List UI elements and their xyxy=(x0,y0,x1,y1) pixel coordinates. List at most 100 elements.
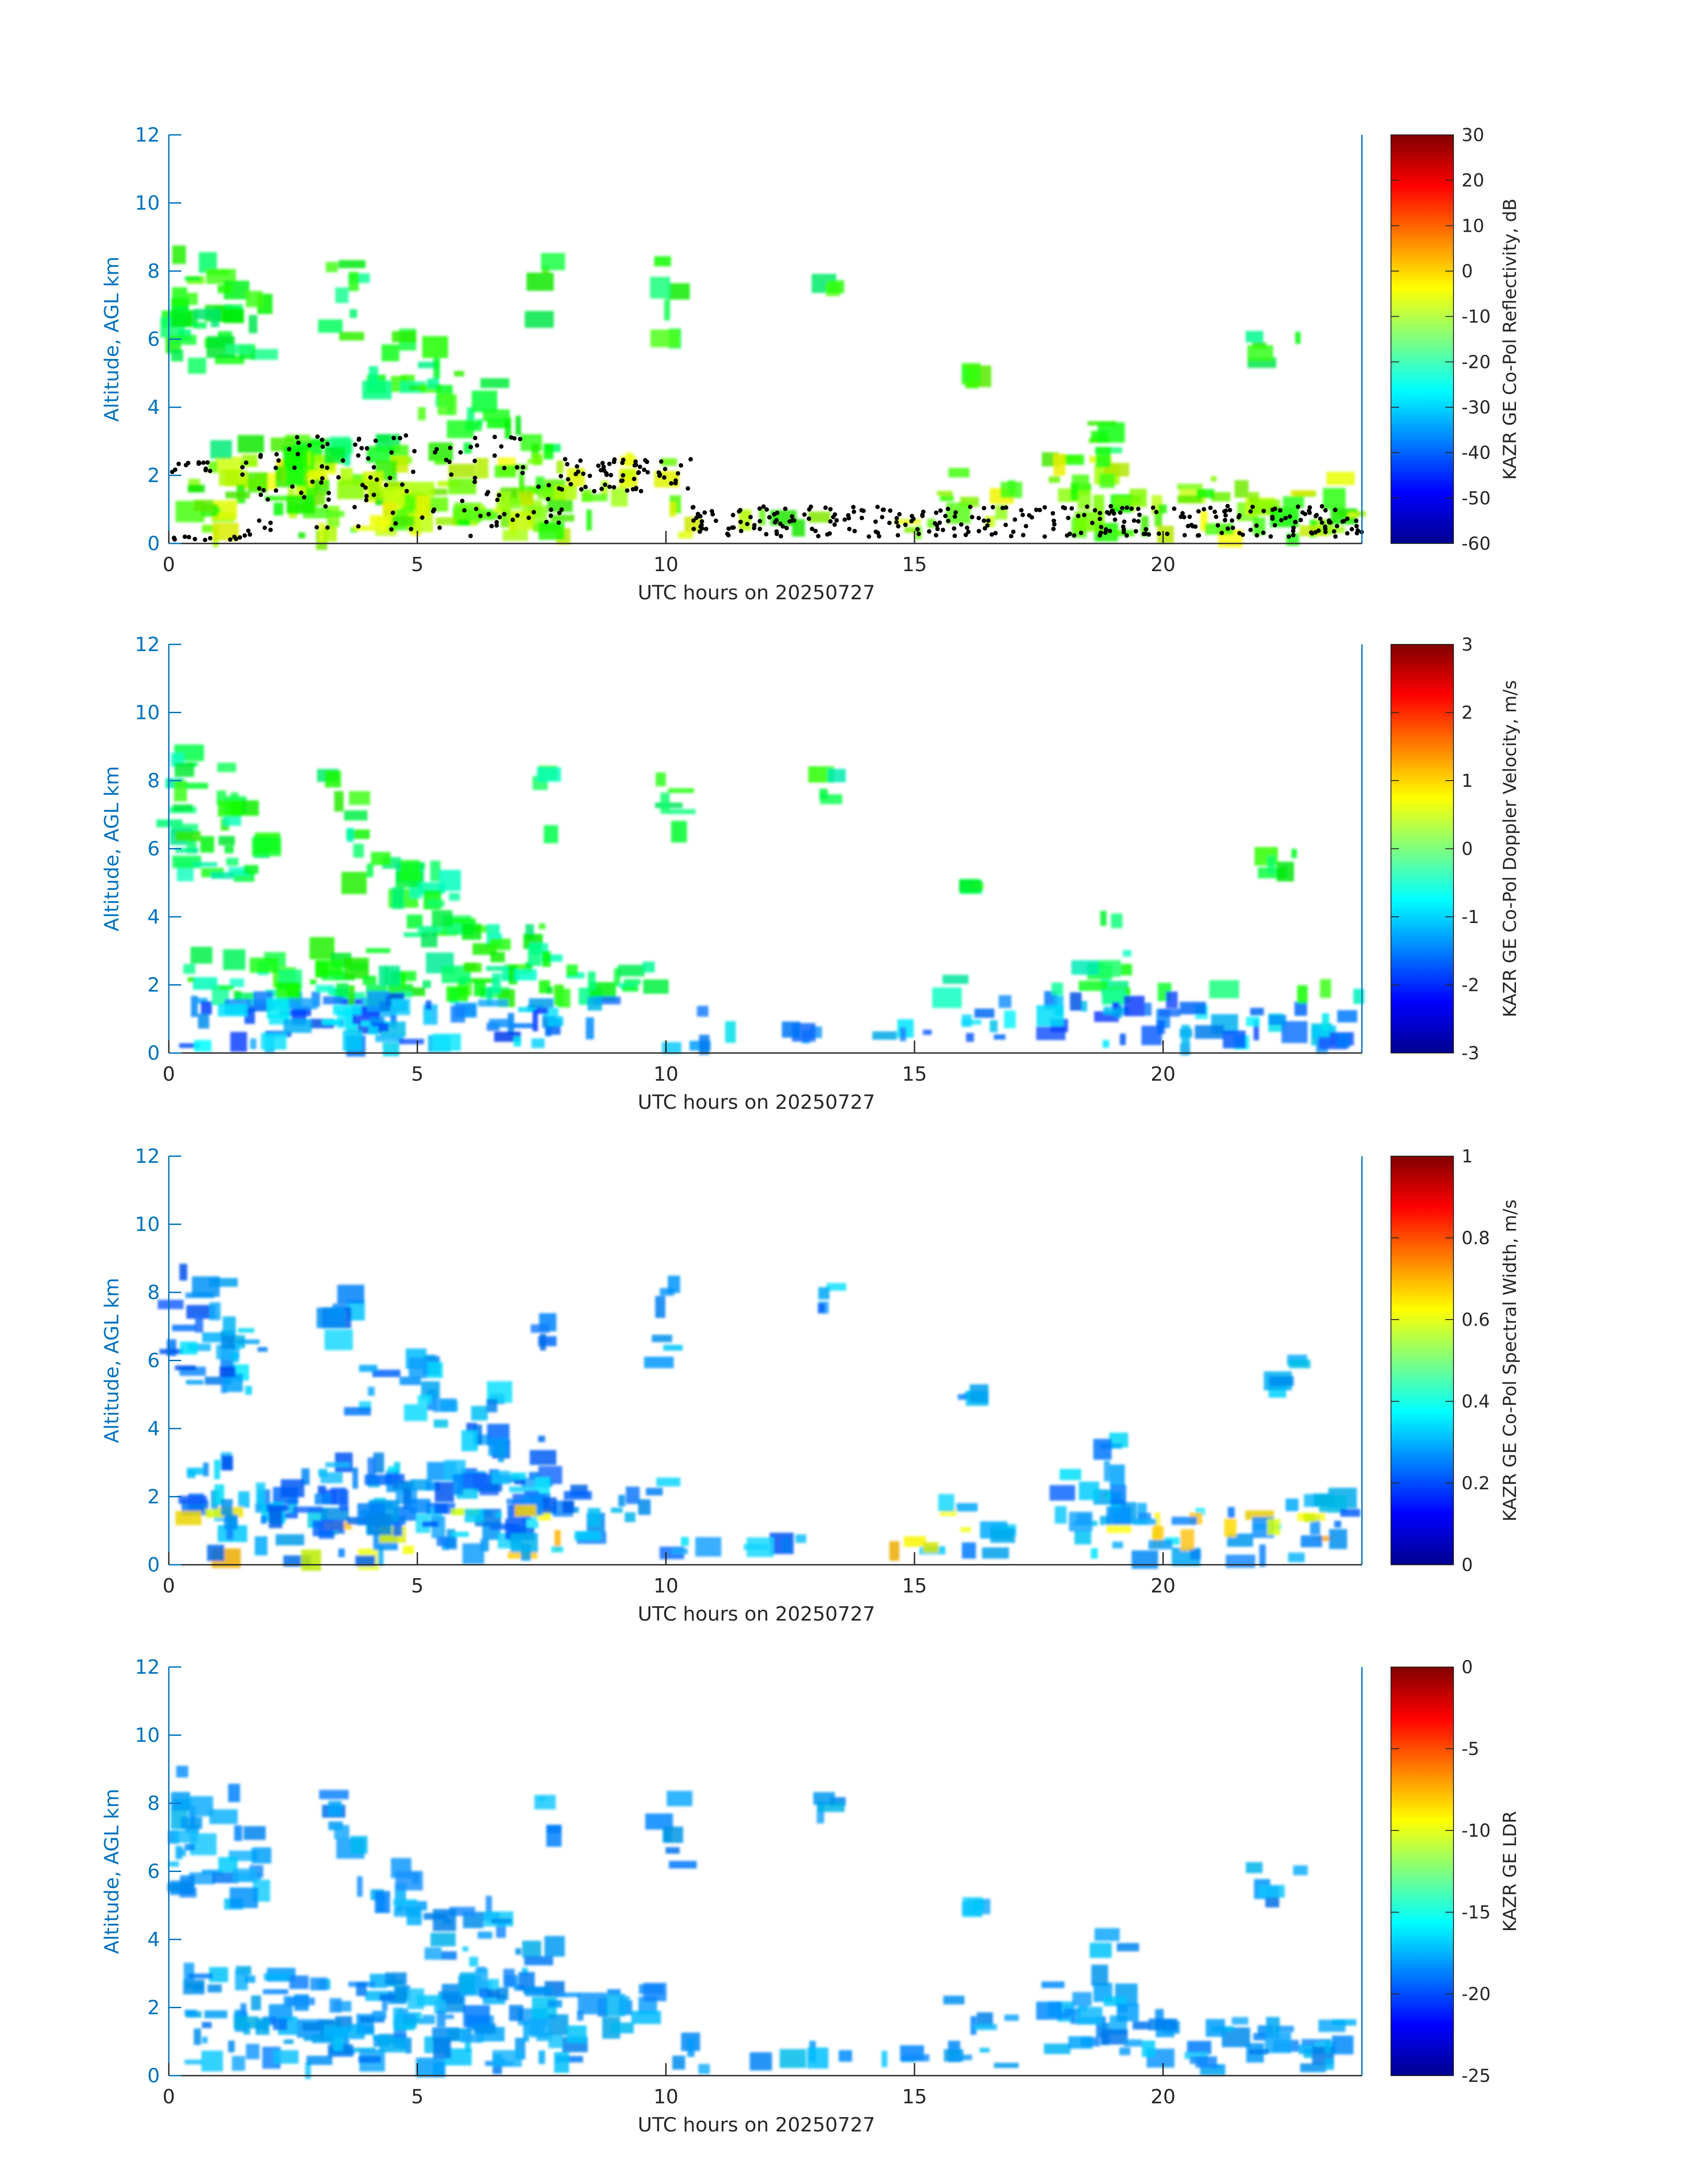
cloud-base-dot xyxy=(265,497,270,502)
colorbar-tick-label: -10 xyxy=(1462,307,1491,327)
heatmap-cell xyxy=(195,1313,204,1333)
heatmap-cell xyxy=(927,518,935,528)
colorbar-label: KAZR GE Co-Pol Reflectivity, dB xyxy=(1500,199,1520,480)
heatmap-cell xyxy=(1077,2007,1102,2025)
heatmap-cell xyxy=(367,1514,392,1535)
cloud-base-dot xyxy=(611,485,616,490)
heatmap-cell xyxy=(344,1407,371,1416)
heatmap-cell xyxy=(325,1462,350,1467)
heatmap-cell xyxy=(1110,1464,1125,1487)
heatmap-cell xyxy=(1300,1535,1323,1547)
heatmap-cell xyxy=(227,1517,237,1529)
heatmap-cell xyxy=(432,910,453,927)
heatmap-cell xyxy=(480,378,509,388)
heatmap-cell xyxy=(509,498,521,510)
y-tick-label: 10 xyxy=(135,192,160,215)
cloud-base-dot xyxy=(888,508,893,513)
heatmap-cell xyxy=(558,988,571,1008)
heatmap-cell xyxy=(1070,483,1079,501)
heatmap-cell xyxy=(1283,496,1304,508)
heatmap-cell xyxy=(368,1026,379,1035)
heatmap-cell xyxy=(973,2023,997,2031)
cloud-base-dot xyxy=(1020,513,1025,518)
heatmap-cell xyxy=(514,1504,537,1517)
cloud-base-dot xyxy=(802,512,807,517)
cloud-base-dot xyxy=(560,487,564,492)
heatmap-cell xyxy=(948,468,970,478)
cloud-base-dot xyxy=(966,529,971,534)
cloud-base-dot xyxy=(596,463,601,468)
heatmap-cell xyxy=(263,1989,288,1994)
heatmap-cell xyxy=(238,1491,250,1508)
cloud-base-dot xyxy=(816,534,821,539)
heatmap-cell xyxy=(695,1537,722,1557)
colorbar-tick-label: 0 xyxy=(1462,1555,1473,1575)
cloud-base-dot xyxy=(434,447,439,451)
cloud-base-dot xyxy=(1298,518,1303,522)
heatmap-cell xyxy=(451,1006,465,1023)
heatmap-cell xyxy=(238,1328,255,1333)
heatmap-cell xyxy=(454,371,464,377)
heatmap-cell xyxy=(323,526,337,542)
cloud-base-dot xyxy=(259,493,263,497)
heatmap-cell xyxy=(563,1501,575,1513)
heatmap-cell xyxy=(228,2040,235,2052)
cloud-base-dot xyxy=(1254,523,1259,528)
cloud-base-dot xyxy=(620,478,625,483)
cloud-base-dot xyxy=(404,433,409,438)
y-tick-label: 2 xyxy=(147,974,160,997)
heatmap-cell xyxy=(946,502,971,524)
cloud-base-dot xyxy=(748,514,753,519)
heatmap-cell xyxy=(447,918,476,924)
heatmap-cell xyxy=(422,336,448,358)
cloud-base-dot xyxy=(307,443,312,448)
heatmap-cell xyxy=(510,1023,533,1028)
x-tick-label: 10 xyxy=(653,553,678,576)
cloud-base-dot xyxy=(352,505,357,510)
heatmap-cell xyxy=(433,358,440,379)
heatmap-cell xyxy=(355,1555,376,1567)
y-tick-label: 12 xyxy=(135,1656,160,1679)
heatmap-cell xyxy=(207,1984,222,1993)
heatmap-cell xyxy=(204,2010,228,2018)
cloud-base-dot xyxy=(273,465,278,470)
cloud-base-dot xyxy=(238,535,242,540)
cloud-base-dot xyxy=(1354,524,1359,529)
heatmap-cell xyxy=(1132,2021,1150,2030)
heatmap-cell xyxy=(174,762,194,777)
cloud-base-dot xyxy=(173,467,178,472)
cloud-base-dot xyxy=(581,471,586,476)
heatmap-cell xyxy=(1253,2033,1266,2041)
heatmap-cell xyxy=(1148,2018,1178,2031)
cloud-base-dot xyxy=(336,475,341,480)
heatmap-cell xyxy=(527,944,542,966)
heatmap-cell xyxy=(245,1386,252,1395)
cloud-base-dot xyxy=(970,515,975,520)
heatmap-cell xyxy=(473,2023,496,2034)
cloud-base-dot xyxy=(568,482,573,487)
heatmap-cell xyxy=(234,1825,242,1841)
heatmap-cell xyxy=(367,446,394,463)
heatmap-cell xyxy=(261,1033,287,1050)
cloud-base-dot xyxy=(404,489,409,493)
colorbar-tick-label: 0 xyxy=(1462,839,1473,860)
heatmap-cell xyxy=(1132,1518,1157,1525)
heatmap-cell xyxy=(1098,960,1121,977)
heatmap-cell xyxy=(1250,1007,1264,1015)
cloud-base-dot xyxy=(691,518,696,523)
x-tick-label: 5 xyxy=(411,1063,424,1086)
heatmap-cell xyxy=(367,863,374,877)
heatmap-cell xyxy=(452,1474,463,1495)
heatmap-cell xyxy=(176,1848,186,1856)
colorbar-tick-label: 0 xyxy=(1462,261,1473,282)
heatmap-cell xyxy=(464,963,482,973)
heatmap-cell xyxy=(1232,2017,1249,2025)
cloud-base-dot xyxy=(315,434,320,439)
cloud-base-dot xyxy=(678,463,683,468)
heatmap-cell xyxy=(226,1528,234,1540)
cloud-base-dot xyxy=(673,481,678,485)
heatmap-cell xyxy=(219,1366,236,1377)
heatmap-cell xyxy=(358,2056,381,2063)
heatmap-cell xyxy=(1158,1008,1181,1017)
cloud-base-dot xyxy=(314,525,319,530)
